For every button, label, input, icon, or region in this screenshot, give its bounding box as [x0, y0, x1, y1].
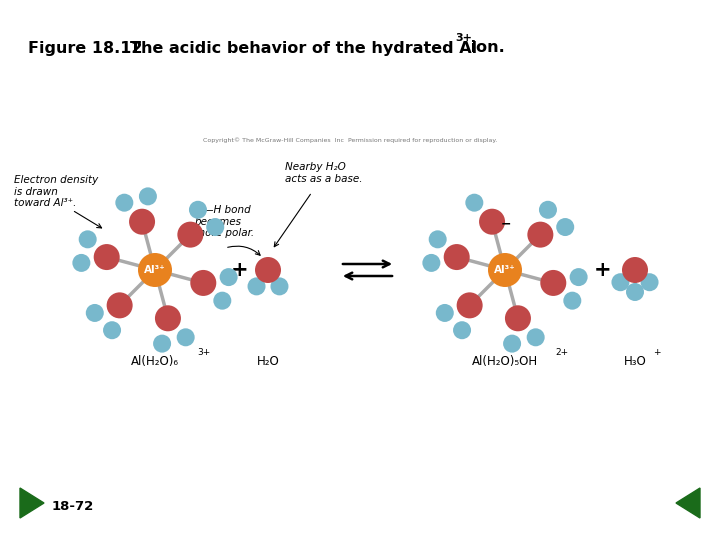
Circle shape	[540, 270, 567, 296]
Text: Al(H₂O)₅OH: Al(H₂O)₅OH	[472, 355, 538, 368]
Text: O—H bond
becomes
more polar.: O—H bond becomes more polar.	[195, 205, 254, 238]
Circle shape	[641, 273, 659, 291]
Text: Al(H₂O)₆: Al(H₂O)₆	[131, 355, 179, 368]
Text: +: +	[653, 348, 660, 357]
Polygon shape	[20, 488, 44, 518]
Circle shape	[78, 231, 96, 248]
Text: Figure 18.12: Figure 18.12	[28, 40, 143, 56]
Text: 3+: 3+	[197, 348, 210, 357]
Circle shape	[177, 221, 203, 248]
Circle shape	[503, 335, 521, 353]
Circle shape	[527, 221, 554, 248]
Circle shape	[563, 292, 581, 309]
Circle shape	[444, 244, 469, 270]
Circle shape	[86, 304, 104, 322]
Circle shape	[255, 257, 281, 283]
Circle shape	[213, 292, 231, 309]
Circle shape	[138, 253, 172, 287]
Circle shape	[479, 208, 505, 235]
Circle shape	[107, 292, 132, 319]
Circle shape	[103, 321, 121, 339]
Text: Electron density
is drawn
toward Al³⁺.: Electron density is drawn toward Al³⁺.	[14, 175, 98, 208]
Circle shape	[622, 257, 648, 283]
Text: Al³⁺: Al³⁺	[144, 265, 166, 275]
Circle shape	[526, 328, 544, 346]
Text: +: +	[594, 260, 612, 280]
Circle shape	[115, 194, 133, 212]
Circle shape	[453, 321, 471, 339]
Circle shape	[153, 335, 171, 353]
Circle shape	[94, 244, 120, 270]
Circle shape	[505, 305, 531, 332]
Circle shape	[73, 254, 91, 272]
Circle shape	[129, 208, 155, 235]
Circle shape	[190, 270, 216, 296]
Text: 18-72: 18-72	[52, 501, 94, 514]
Circle shape	[626, 283, 644, 301]
Circle shape	[155, 305, 181, 332]
Circle shape	[206, 218, 224, 236]
Circle shape	[436, 304, 454, 322]
Circle shape	[423, 254, 441, 272]
Circle shape	[456, 292, 482, 319]
Circle shape	[271, 278, 289, 295]
Text: H₃O: H₃O	[624, 355, 647, 368]
Circle shape	[176, 328, 194, 346]
Circle shape	[189, 201, 207, 219]
Circle shape	[557, 218, 575, 236]
Circle shape	[539, 201, 557, 219]
Text: Copyright© The McGraw-Hill Companies  Inc  Permission required for reproduction : Copyright© The McGraw-Hill Companies Inc…	[203, 137, 497, 143]
Circle shape	[220, 268, 238, 286]
Circle shape	[465, 194, 483, 212]
Circle shape	[611, 273, 629, 291]
Text: −: −	[501, 217, 511, 230]
Polygon shape	[676, 488, 700, 518]
Text: +: +	[231, 260, 249, 280]
Text: Nearby H₂O
acts as a base.: Nearby H₂O acts as a base.	[285, 162, 362, 184]
Text: 2+: 2+	[555, 348, 568, 357]
Circle shape	[139, 187, 157, 205]
Text: H₂O: H₂O	[256, 355, 279, 368]
Circle shape	[428, 231, 446, 248]
Circle shape	[488, 253, 522, 287]
Circle shape	[570, 268, 588, 286]
Text: ion.: ion.	[465, 40, 505, 56]
Circle shape	[248, 278, 266, 295]
Text: 3+: 3+	[455, 33, 472, 43]
Text: The acidic behavior of the hydrated Al: The acidic behavior of the hydrated Al	[130, 40, 477, 56]
Text: Al³⁺: Al³⁺	[494, 265, 516, 275]
